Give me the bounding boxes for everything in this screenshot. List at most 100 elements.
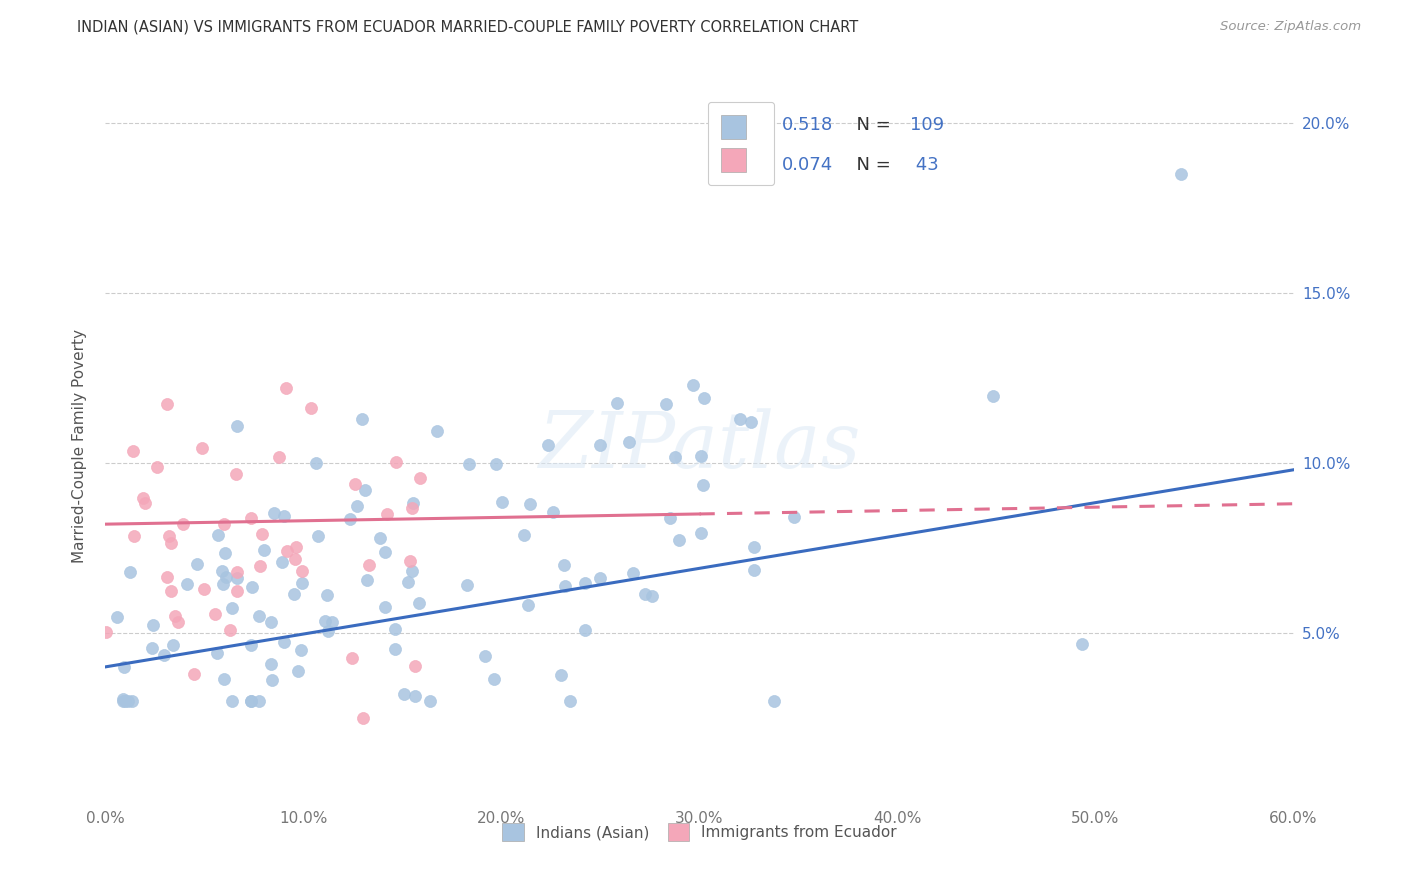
Point bbox=[221, 600, 243, 615]
Point bbox=[226, 419, 249, 434]
Point bbox=[176, 576, 198, 591]
Point bbox=[744, 564, 766, 578]
Point bbox=[690, 449, 713, 463]
Point bbox=[263, 506, 285, 520]
Point bbox=[682, 378, 704, 392]
Text: R =: R = bbox=[723, 155, 761, 174]
Point bbox=[273, 634, 295, 648]
Point bbox=[693, 391, 716, 405]
Point bbox=[207, 527, 229, 541]
Point bbox=[285, 540, 308, 554]
Point bbox=[225, 565, 247, 579]
Point bbox=[374, 544, 396, 558]
Point bbox=[214, 673, 236, 687]
Point bbox=[375, 507, 398, 521]
Point bbox=[554, 579, 576, 593]
Point bbox=[117, 694, 139, 708]
Text: Source: ZipAtlas.com: Source: ZipAtlas.com bbox=[1220, 20, 1361, 33]
Point bbox=[122, 529, 145, 543]
Point bbox=[354, 483, 377, 497]
Point bbox=[344, 477, 367, 491]
Point bbox=[114, 694, 136, 708]
Point bbox=[426, 424, 449, 438]
Point bbox=[307, 529, 329, 543]
Point bbox=[166, 615, 188, 629]
Point bbox=[692, 478, 714, 492]
Point bbox=[215, 570, 238, 584]
Point bbox=[274, 381, 297, 395]
Point bbox=[659, 511, 682, 525]
Point bbox=[240, 580, 263, 594]
Point bbox=[111, 692, 134, 706]
Point bbox=[120, 566, 142, 580]
Point bbox=[157, 529, 180, 543]
Point bbox=[550, 667, 572, 681]
Point bbox=[384, 642, 406, 657]
Point bbox=[172, 516, 194, 531]
Y-axis label: Married-Couple Family Poverty: Married-Couple Family Poverty bbox=[72, 329, 87, 563]
Point bbox=[485, 457, 508, 471]
Point bbox=[239, 511, 262, 525]
Point bbox=[401, 565, 423, 579]
Point bbox=[299, 401, 322, 415]
Point bbox=[762, 694, 785, 708]
Text: N =: N = bbox=[845, 155, 896, 174]
Point bbox=[141, 640, 163, 655]
Point bbox=[146, 460, 169, 475]
Point bbox=[339, 512, 361, 526]
Point bbox=[205, 646, 228, 660]
Point bbox=[352, 411, 374, 425]
Text: 109: 109 bbox=[910, 116, 943, 134]
Point bbox=[183, 666, 205, 681]
Text: R =: R = bbox=[723, 116, 761, 134]
Point bbox=[156, 570, 179, 584]
Point bbox=[1070, 637, 1092, 651]
Point bbox=[346, 500, 368, 514]
Text: INDIAN (ASIAN) VS IMMIGRANTS FROM ECUADOR MARRIED-COUPLE FAMILY POVERTY CORRELAT: INDIAN (ASIAN) VS IMMIGRANTS FROM ECUADO… bbox=[77, 20, 859, 35]
Point bbox=[619, 435, 641, 450]
Point bbox=[247, 609, 270, 624]
Text: 43: 43 bbox=[910, 155, 939, 174]
Point bbox=[384, 622, 406, 636]
Text: 0.074: 0.074 bbox=[782, 155, 832, 174]
Point bbox=[291, 576, 314, 591]
Point bbox=[211, 564, 233, 578]
Point bbox=[283, 587, 305, 601]
Point bbox=[458, 457, 481, 471]
Point bbox=[239, 694, 262, 708]
Point bbox=[401, 496, 423, 510]
Point bbox=[574, 624, 596, 638]
Point bbox=[474, 648, 496, 663]
Point bbox=[513, 527, 536, 541]
Point bbox=[537, 437, 560, 451]
Point bbox=[225, 467, 247, 482]
Point bbox=[356, 573, 378, 587]
Point bbox=[204, 607, 226, 621]
Point bbox=[456, 578, 478, 592]
Point bbox=[160, 583, 183, 598]
Point bbox=[385, 455, 408, 469]
Point bbox=[240, 638, 263, 652]
Point bbox=[396, 575, 419, 590]
Point bbox=[132, 491, 155, 505]
Point bbox=[260, 673, 283, 687]
Point bbox=[574, 576, 596, 591]
Point bbox=[193, 582, 215, 596]
Point bbox=[742, 541, 765, 555]
Point bbox=[247, 694, 270, 708]
Point bbox=[352, 711, 374, 725]
Point bbox=[404, 659, 426, 673]
Point bbox=[419, 694, 441, 708]
Point bbox=[558, 694, 581, 708]
Point bbox=[260, 615, 283, 630]
Point bbox=[340, 651, 363, 665]
Point bbox=[316, 588, 339, 602]
Point bbox=[186, 557, 208, 571]
Point bbox=[226, 584, 249, 599]
Point bbox=[94, 625, 117, 640]
Point bbox=[253, 543, 276, 558]
Text: 0.518: 0.518 bbox=[782, 116, 832, 134]
Point bbox=[111, 694, 134, 708]
Point bbox=[1170, 167, 1192, 181]
Point bbox=[305, 456, 328, 470]
